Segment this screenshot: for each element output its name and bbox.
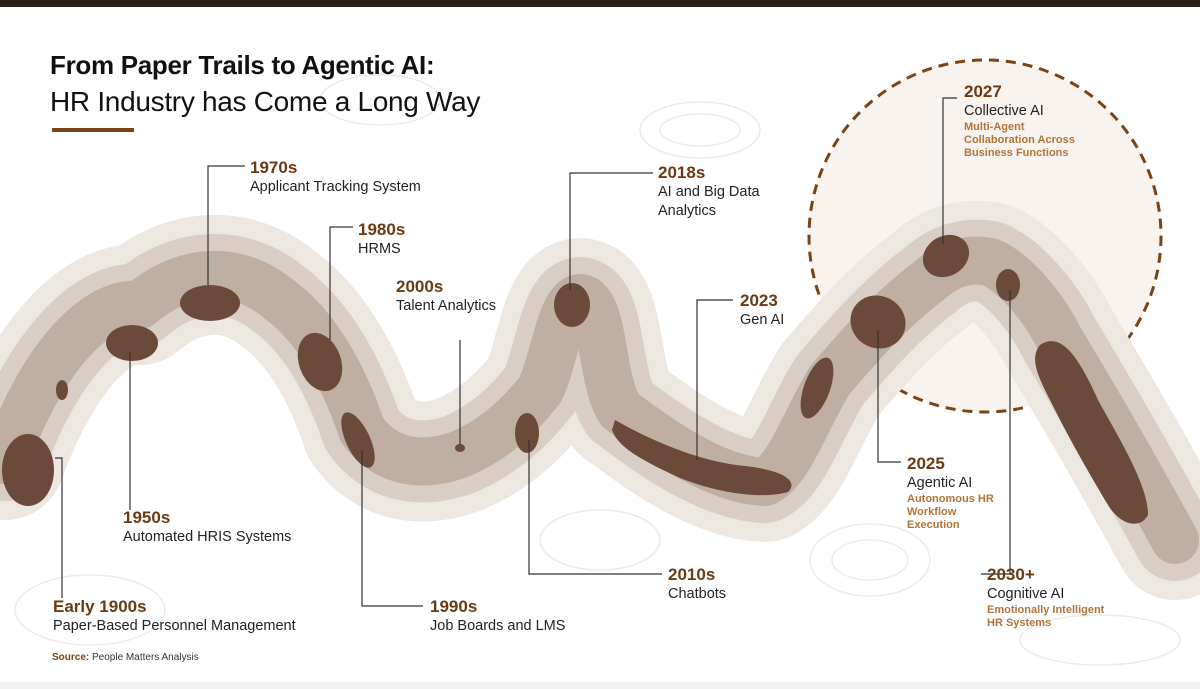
connector-2027 — [942, 97, 957, 244]
milestone-year: 2023 — [740, 291, 778, 310]
milestone-1990s: 1990s Job Boards and LMS — [430, 597, 565, 636]
milestone-1950s: 1950s Automated HRIS Systems — [123, 508, 291, 547]
milestone-year: 1980s — [358, 220, 406, 239]
connector-2023 — [696, 299, 733, 460]
connector-2010s — [528, 440, 662, 575]
wave-blobs — [2, 234, 1148, 524]
milestone-name: Paper-Based Personnel Management — [53, 618, 296, 634]
source-label: Source: — [52, 652, 90, 663]
connector-1970s — [207, 165, 245, 285]
milestone-name: HRMS — [358, 241, 401, 257]
milestone-2010s: 2010s Chatbots — [668, 565, 726, 604]
source-note: Source: People Matters Analysis — [52, 652, 199, 663]
milestone-name: Job Boards and LMS — [430, 618, 566, 634]
blob-1950s — [106, 325, 158, 361]
blob-early-1900s — [2, 434, 54, 506]
milestone-year: Early 1900s — [53, 597, 147, 616]
blob-1980s — [297, 332, 343, 392]
blob-2025 — [850, 295, 906, 349]
milestone-name: Automated HRIS Systems — [123, 529, 292, 545]
milestone-2018s: 2018s AI and Big Data Analytics — [658, 163, 798, 221]
blob-2023 — [612, 420, 792, 496]
milestone-name: Applicant Tracking System — [250, 179, 421, 195]
milestone-year: 2000s — [396, 277, 444, 296]
connector-1980s — [329, 226, 353, 340]
blob-2027 — [922, 234, 970, 278]
milestone-name: Collective AI — [964, 103, 1044, 119]
milestone-2030-plus: 2030+ Cognitive AI Emotionally Intellige… — [987, 565, 1137, 630]
milestone-year: 1970s — [250, 158, 298, 177]
milestone-2025: 2025 Agentic AI Autonomous HR Workflow E… — [907, 454, 1017, 532]
blob-1970s — [180, 285, 240, 321]
blob-1990s — [341, 412, 375, 468]
milestone-description: Autonomous HR Workflow Execution — [907, 493, 994, 531]
milestone-year: 1950s — [123, 508, 171, 527]
connector-2025 — [877, 330, 901, 463]
milestone-year: 2025 — [907, 454, 945, 473]
milestone-early-1900s: Early 1900s Paper-Based Personnel Manage… — [53, 597, 296, 636]
milestone-name: Agentic AI — [907, 475, 973, 491]
blob-2030b — [1035, 341, 1148, 524]
milestone-name: Gen AI — [740, 312, 785, 328]
milestone-description: Emotionally Intelligent HR Systems — [987, 604, 1105, 629]
milestone-2000s: 2000s Talent Analytics — [396, 277, 496, 316]
wave-inner-band — [0, 236, 1199, 564]
milestone-name: Talent Analytics — [396, 298, 496, 314]
connector-early-1900s — [55, 457, 63, 598]
blob-2023-right — [800, 357, 834, 419]
milestone-name: Chatbots — [668, 586, 727, 602]
milestone-year: 2010s — [668, 565, 716, 584]
bottom-border — [0, 682, 1200, 689]
milestone-year: 2030+ — [987, 565, 1035, 584]
connector-2030 — [981, 290, 1011, 575]
milestone-description: Multi-Agent Collaboration Across Busines… — [964, 121, 1075, 159]
blob-small-left — [56, 380, 68, 400]
connector-2018s — [569, 172, 653, 290]
milestone-year: 1990s — [430, 597, 478, 616]
milestone-2023: 2023 Gen AI — [740, 291, 784, 330]
top-border — [0, 0, 1200, 7]
title-underline — [52, 128, 134, 132]
milestone-2027: 2027 Collective AI Multi-Agent Collabora… — [964, 82, 1104, 160]
milestone-name: AI and Big Data Analytics — [658, 184, 760, 219]
milestone-1980s: 1980s HRMS — [358, 220, 405, 259]
milestone-year: 2018s — [658, 163, 706, 182]
blob-2018s — [554, 283, 590, 327]
source-text: People Matters Analysis — [92, 652, 199, 663]
title-line-1: From Paper Trails to Agentic AI: — [50, 50, 435, 80]
connector-lines — [55, 97, 1011, 607]
milestone-name: Cognitive AI — [987, 586, 1065, 602]
blob-2030a — [996, 269, 1020, 301]
milestone-1970s: 1970s Applicant Tracking System — [250, 158, 421, 197]
blob-2000s — [455, 444, 465, 452]
milestone-year: 2027 — [964, 82, 1002, 101]
title-line-2: HR Industry has Come a Long Way — [50, 86, 481, 117]
blob-2010s — [515, 413, 539, 453]
connector-1990s — [361, 450, 423, 607]
